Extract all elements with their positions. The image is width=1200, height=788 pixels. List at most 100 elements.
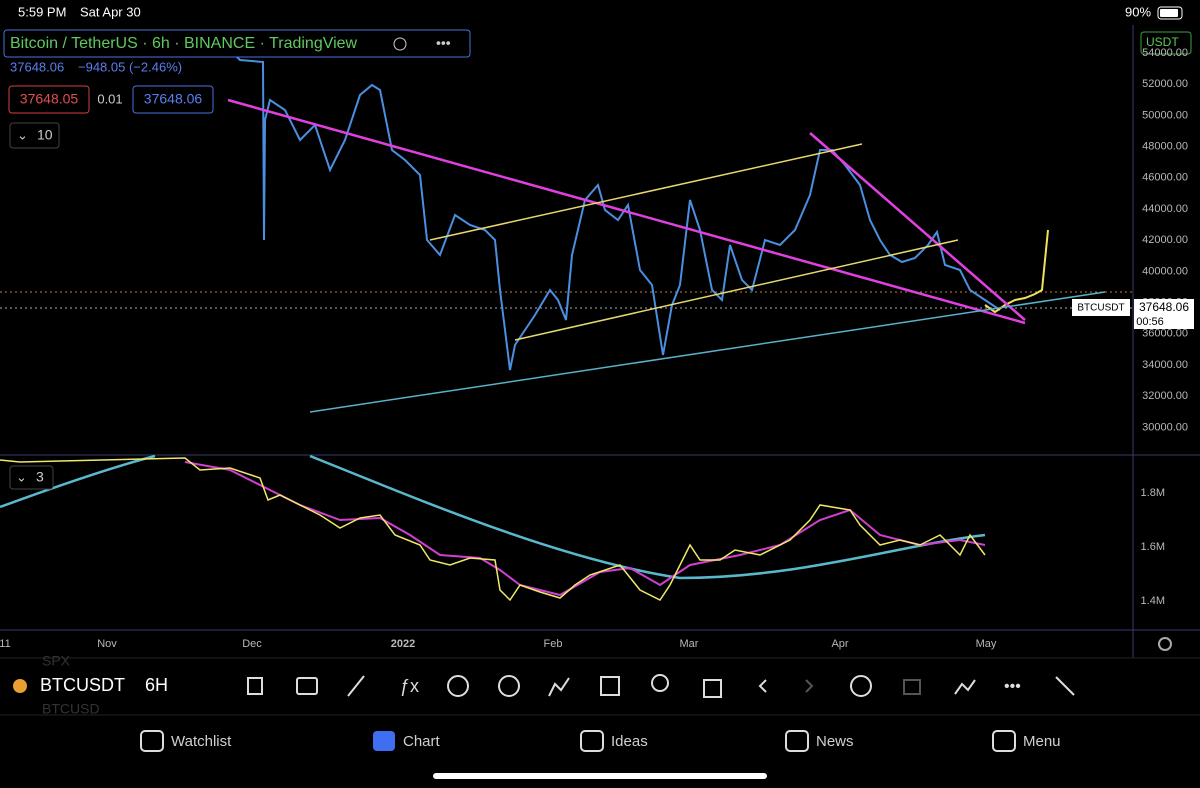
symbol-tag — [1072, 299, 1130, 316]
price-label: 36000.00 — [1142, 328, 1188, 340]
tab-label[interactable]: Menu — [1023, 733, 1061, 750]
projection-line — [984, 229, 1049, 314]
tab-icon[interactable] — [785, 730, 809, 752]
undo-icon[interactable] — [758, 679, 767, 693]
tab-label[interactable]: Watchlist — [171, 733, 232, 750]
candle-icon[interactable] — [247, 677, 263, 695]
symbol-title: Bitcoin / TetherUS · 6h · BINANCE · Trad… — [10, 35, 358, 52]
time-label: 2022 — [391, 638, 415, 650]
price-label: 46000.00 — [1142, 172, 1188, 184]
fullscreen-icon[interactable] — [1055, 676, 1075, 696]
chevron: ⌄ — [16, 469, 27, 484]
bid-button[interactable] — [8, 85, 90, 114]
symbol-header[interactable] — [3, 29, 471, 58]
home-indicator — [433, 773, 767, 779]
toolbar-interval[interactable]: 6H — [145, 675, 168, 695]
visibility-icon[interactable] — [393, 37, 407, 51]
price-label: 54000.00 — [1142, 47, 1188, 59]
price-label: 40000.00 — [1142, 265, 1188, 277]
redo-icon[interactable] — [805, 679, 814, 693]
ask-price: 37648.06 — [144, 91, 203, 107]
info-icon[interactable] — [850, 675, 872, 697]
lower-label: 1.8M — [1141, 487, 1165, 499]
price-label: 50000.00 — [1142, 109, 1188, 121]
tab-label[interactable]: News — [816, 733, 854, 750]
tab-icon[interactable] — [580, 730, 604, 752]
time-label: Nov — [97, 638, 117, 650]
fx-icon[interactable]: ƒx — [400, 676, 419, 696]
volume-line — [0, 457, 986, 602]
price-tag-price: 37648.06 — [1139, 300, 1189, 314]
price-label: 52000.00 — [1142, 78, 1188, 90]
add-icon[interactable] — [447, 675, 469, 697]
fast-average — [184, 461, 986, 597]
tab-icon[interactable] — [140, 730, 164, 752]
tab-icon[interactable] — [373, 731, 395, 751]
ask-button[interactable] — [132, 85, 214, 114]
time-label: May — [976, 638, 997, 650]
compare-icon[interactable] — [296, 677, 318, 695]
lower-axis: 1.8M 1.6M 1.4M — [1141, 487, 1165, 607]
price-label: 32000.00 — [1142, 390, 1188, 402]
coin-icon — [13, 679, 27, 693]
trend-icon[interactable] — [954, 679, 976, 695]
battery-percent: 90% — [1125, 4, 1151, 19]
symbol-above: SPX — [42, 653, 71, 669]
price-tag-countdown: 00:56 — [1136, 316, 1164, 328]
time-label: Mar — [680, 638, 699, 650]
toolbar-icons: ƒx ••• — [247, 674, 1075, 698]
battery-icon — [1157, 6, 1183, 20]
indicators-toggle[interactable] — [9, 122, 60, 149]
bars-icon[interactable] — [903, 679, 921, 695]
lower-indicators-count: 3 — [36, 469, 44, 485]
alert-icon[interactable] — [498, 675, 520, 697]
ideas-icon[interactable] — [651, 674, 669, 692]
trendline — [809, 132, 1026, 321]
indicator-icon[interactable] — [548, 677, 570, 697]
tab-icon[interactable] — [992, 730, 1016, 752]
share-icon[interactable] — [703, 679, 722, 698]
symbol-tag-text: BTCUSDT — [1077, 303, 1124, 314]
currency-button[interactable] — [1140, 31, 1192, 55]
tab-label[interactable]: Chart — [403, 733, 441, 750]
time-label: Feb — [544, 638, 563, 650]
support-line — [309, 291, 1106, 413]
tab-bar: Watchlist Chart Ideas News Menu — [140, 730, 1061, 752]
draw-icon[interactable] — [347, 675, 365, 697]
settings-icon[interactable] — [1158, 637, 1172, 651]
time-axis: 11 Nov Dec 2022 Feb Mar Apr May — [0, 638, 997, 650]
channel-line — [429, 143, 863, 241]
lower-label: 1.4M — [1141, 595, 1165, 607]
more-icon[interactable]: ••• — [1004, 678, 1021, 695]
price-change: −948.05 (−2.46%) — [78, 59, 182, 74]
price-label: 30000.00 — [1142, 421, 1188, 433]
spread: 0.01 — [97, 91, 122, 106]
price-label: 48000.00 — [1142, 141, 1188, 153]
layout-icon[interactable] — [600, 676, 620, 696]
price-label: 42000.00 — [1142, 234, 1188, 246]
time-label: Dec — [242, 638, 262, 650]
bid-price: 37648.05 — [20, 91, 79, 107]
time-label: Apr — [831, 638, 848, 650]
more-icon[interactable]: ••• — [436, 35, 451, 51]
chevron: ⌄ — [17, 127, 28, 142]
price-series — [229, 49, 1001, 371]
lower-indicators-toggle[interactable] — [9, 465, 54, 490]
indicators-count: 10 — [37, 127, 53, 143]
lower-label: 1.6M — [1141, 541, 1165, 553]
last-price: 37648.06 — [10, 59, 64, 74]
channel-line — [514, 239, 959, 341]
status-date: Sat Apr 30 — [80, 4, 141, 19]
price-label: 34000.00 — [1142, 359, 1188, 371]
trendline — [227, 98, 1026, 325]
battery-level — [1160, 9, 1178, 17]
currency: USDT — [1146, 35, 1179, 49]
price-label: 44000.00 — [1142, 203, 1188, 215]
toolbar-symbol[interactable]: BTCUSDT — [40, 675, 125, 695]
status-time: 5:59 PM — [18, 4, 66, 19]
symbol-below: BTCUSD — [42, 701, 100, 717]
price-tag — [1134, 299, 1194, 329]
tab-label[interactable]: Ideas — [611, 733, 648, 750]
